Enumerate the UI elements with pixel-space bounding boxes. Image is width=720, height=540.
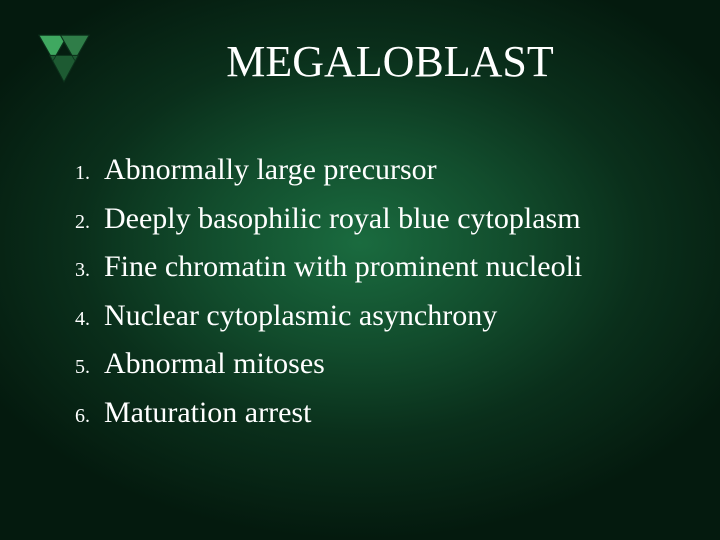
list-number: 6. [62,405,104,428]
list-item: 6. Maturation arrest [62,393,680,434]
list-number: 2. [62,211,104,234]
list-number: 4. [62,308,104,331]
list-text: Nuclear cytoplasmic asynchrony [104,296,497,337]
list-item: 2. Deeply basophilic royal blue cytoplas… [62,199,680,240]
list-item: 5. Abnormal mitoses [62,344,680,385]
list-text: Abnormally large precursor [104,150,437,191]
list-item: 4. Nuclear cytoplasmic asynchrony [62,296,680,337]
list-text: Fine chromatin with prominent nucleoli [104,247,582,288]
list-text: Deeply basophilic royal blue cytoplasm [104,199,581,240]
list-number: 5. [62,356,104,379]
list-text: Maturation arrest [104,393,311,434]
list-number: 1. [62,162,104,185]
list-number: 3. [62,259,104,282]
list-item: 1. Abnormally large precursor [62,150,680,191]
slide-title: MEGALOBLAST [0,36,720,87]
list-text: Abnormal mitoses [104,344,325,385]
numbered-list: 1. Abnormally large precursor 2. Deeply … [62,150,680,441]
list-item: 3. Fine chromatin with prominent nucleol… [62,247,680,288]
slide-container: MEGALOBLAST 1. Abnormally large precurso… [0,0,720,540]
